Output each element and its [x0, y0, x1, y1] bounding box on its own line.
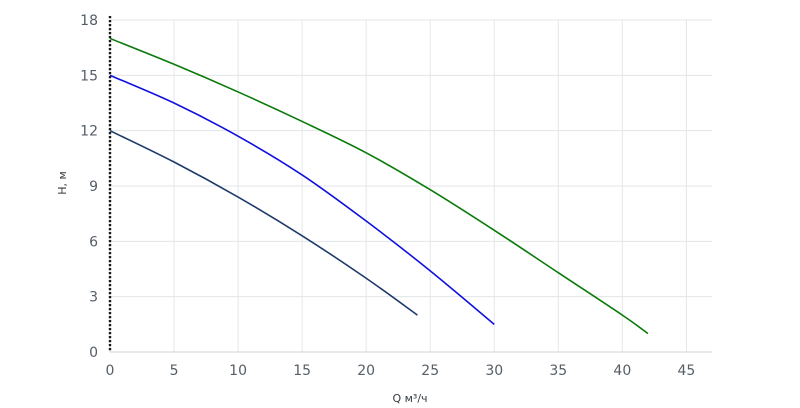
x-tick-label: 10 [229, 363, 247, 379]
x-tick-label: 45 [677, 363, 695, 379]
y-tick-label: 18 [80, 13, 98, 29]
series-line-1 [109, 129, 418, 316]
x-tick-label: 0 [106, 363, 115, 379]
x-tick-label: 5 [170, 363, 179, 379]
grid [109, 19, 712, 353]
y-tick-label: 15 [80, 68, 98, 84]
x-tick-label: 15 [293, 363, 311, 379]
series-line-3 [109, 37, 649, 335]
x-ticks: 0 5 10 15 20 25 30 35 40 45 [106, 363, 696, 379]
y-axis-title: H, м [56, 171, 69, 195]
x-tick-label: 40 [613, 363, 631, 379]
y-tick-label: 0 [89, 345, 98, 361]
x-tick-label: 25 [421, 363, 439, 379]
y-tick-label: 9 [89, 179, 98, 195]
series-layer [109, 37, 649, 335]
y-tick-label: 12 [80, 124, 98, 140]
series-line-2 [109, 74, 495, 325]
x-tick-label: 20 [357, 363, 375, 379]
x-tick-label: 30 [485, 363, 503, 379]
y-tick-label: 3 [89, 290, 98, 306]
y-ticks: 0 3 6 9 12 15 18 [80, 13, 98, 361]
x-axis-title: Q м³/ч [392, 392, 427, 405]
y-tick-label: 6 [89, 234, 98, 250]
x-tick-label: 35 [549, 363, 567, 379]
